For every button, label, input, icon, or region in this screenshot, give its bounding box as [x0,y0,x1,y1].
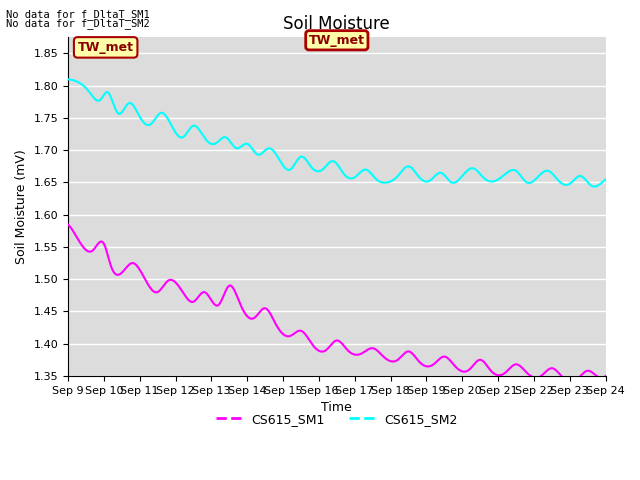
Title: Soil Moisture: Soil Moisture [284,15,390,33]
Text: No data for f_DltaT_SM1: No data for f_DltaT_SM1 [6,9,150,20]
Text: TW_met: TW_met [309,34,365,47]
Legend: CS615_SM1, CS615_SM2: CS615_SM1, CS615_SM2 [211,408,463,431]
Text: No data for f_DltaT_SM2: No data for f_DltaT_SM2 [6,18,150,29]
Y-axis label: Soil Moisture (mV): Soil Moisture (mV) [15,149,28,264]
X-axis label: Time: Time [321,401,352,414]
Text: TW_met: TW_met [77,41,134,54]
